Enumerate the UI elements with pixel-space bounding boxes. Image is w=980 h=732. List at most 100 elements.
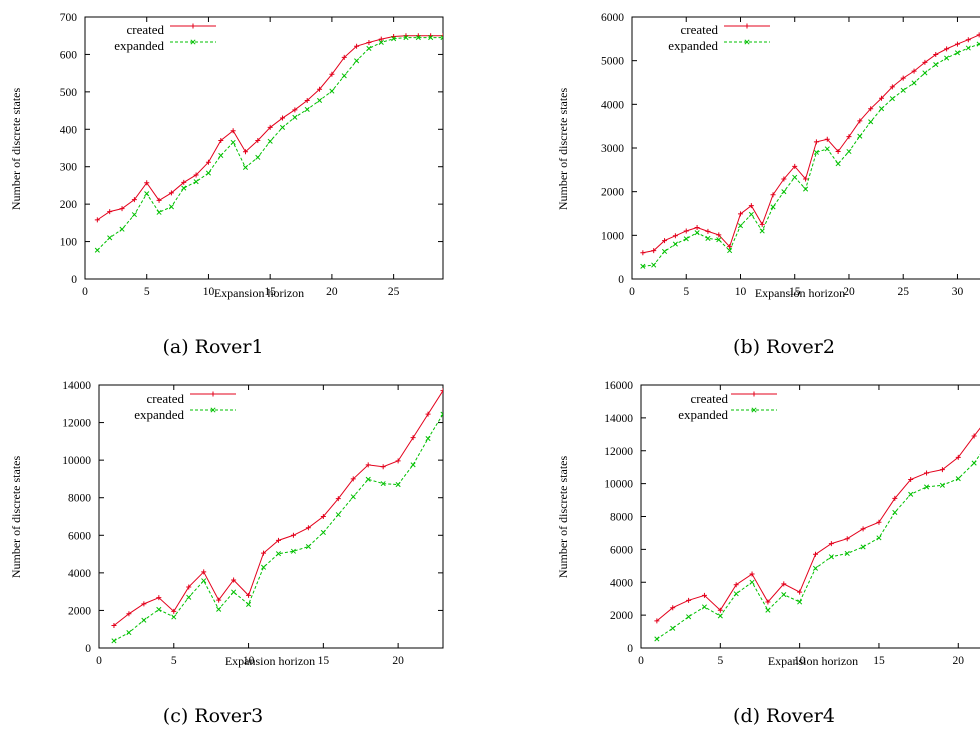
data-point-created <box>686 597 692 603</box>
caption-d: (d) Rover4 <box>733 705 835 727</box>
data-point-expanded <box>792 174 798 180</box>
caption-b: (b) Rover2 <box>733 336 835 358</box>
x-tick-label: 5 <box>717 655 723 667</box>
data-point-created <box>275 537 281 543</box>
plot-area-d: 0 2000 4000 6000 8000 10000 12000 14000 16000 0 5 1… <box>604 380 980 667</box>
data-point-created <box>976 32 980 38</box>
x-tick-label: 5 <box>171 655 177 667</box>
data-point-expanded <box>335 512 341 518</box>
data-point-created <box>824 136 830 142</box>
y-tick-label: 6000 <box>68 530 91 542</box>
data-point-expanded <box>781 189 787 195</box>
data-point-created <box>440 388 443 394</box>
legend-label-expanded-d: expanded <box>678 407 728 422</box>
y-tick-label: 14000 <box>604 413 633 425</box>
legend-label-expanded-b: expanded <box>668 38 718 53</box>
data-point-created <box>378 36 384 42</box>
data-point-created <box>305 525 311 531</box>
data-point-expanded <box>770 204 776 210</box>
data-point-created <box>705 228 711 234</box>
data-point-created <box>971 433 977 439</box>
data-point-created <box>924 470 930 476</box>
data-point-created <box>395 458 401 464</box>
x-tick-label: 25 <box>897 286 909 298</box>
data-point-expanded <box>305 544 311 550</box>
data-point-created <box>876 519 882 525</box>
plot-frame <box>84 16 444 280</box>
y-axis-label-c: Number of discrete states <box>9 456 23 579</box>
data-point-created <box>908 477 914 483</box>
series-line-created <box>656 427 980 622</box>
x-axis-label-c: Expansion horizon <box>225 654 315 668</box>
data-point-expanded <box>230 139 236 145</box>
data-point-expanded <box>144 191 150 197</box>
y-tick-label: 8000 <box>68 493 91 505</box>
y-tick-label: 16000 <box>604 380 633 392</box>
data-point-created <box>670 605 676 611</box>
data-point-created <box>803 176 809 182</box>
y-tick-label: 600 <box>60 49 78 61</box>
series-line-created <box>113 390 443 626</box>
data-point-created <box>156 595 162 601</box>
data-point-created <box>320 514 326 519</box>
data-point-expanded <box>193 179 199 185</box>
data-layer <box>94 33 443 253</box>
data-point-created <box>759 221 765 227</box>
legend-marker-expanded <box>190 39 196 45</box>
data-point-created <box>828 541 834 547</box>
data-point-expanded <box>156 209 162 215</box>
data-point-created <box>944 46 950 52</box>
x-tick-label: 5 <box>144 286 150 298</box>
data-point-expanded <box>727 248 733 254</box>
data-point-created <box>857 118 863 124</box>
data-point-expanded <box>141 617 147 623</box>
panel-d: 0 2000 4000 6000 8000 10000 12000 14000 16000 0 5 1… <box>556 380 980 727</box>
data-point-expanded <box>803 186 809 192</box>
data-point-expanded <box>686 614 692 620</box>
y-tick-label: 14000 <box>62 380 91 392</box>
panel-b: 0 1000 2000 3000 4000 5000 6000 0 5 10 15 20 25 30 Ex… <box>556 12 980 358</box>
data-point-expanded <box>759 228 765 234</box>
data-point-created <box>94 217 100 223</box>
data-point-created <box>892 495 898 501</box>
data-point-expanded <box>889 96 895 102</box>
data-point-created <box>354 43 360 49</box>
data-point-expanded <box>835 161 841 167</box>
data-point-expanded <box>733 591 739 597</box>
data-point-expanded <box>705 235 711 241</box>
data-point-created <box>267 124 273 130</box>
data-point-created <box>733 582 739 588</box>
data-point-expanded <box>672 241 678 247</box>
data-point-expanded <box>341 73 347 79</box>
data-point-created <box>737 211 743 217</box>
data-point-created <box>290 532 296 538</box>
legend-label-created-b: created <box>680 22 718 37</box>
data-point-expanded <box>651 262 657 268</box>
y-tick-label: 12000 <box>62 418 91 430</box>
data-point-created <box>366 39 372 45</box>
data-point-expanded <box>395 482 401 488</box>
data-point-expanded <box>380 481 386 487</box>
data-point-expanded <box>111 638 117 644</box>
data-point-created <box>749 571 755 577</box>
data-point-expanded <box>860 544 866 550</box>
y-tick-label: 5000 <box>601 56 624 68</box>
data-point-created <box>230 128 236 134</box>
data-point-expanded <box>717 613 723 619</box>
data-point-expanded <box>922 70 928 76</box>
data-point-expanded <box>797 599 803 605</box>
x-tick-label: 20 <box>392 655 404 667</box>
legend-label-created-c: created <box>146 391 184 406</box>
data-point-expanded <box>878 106 885 112</box>
data-point-created <box>341 54 347 60</box>
data-point-expanded <box>694 230 700 236</box>
data-point-created <box>813 139 819 145</box>
data-point-expanded <box>378 39 384 46</box>
data-point-expanded <box>748 211 754 217</box>
data-point-created <box>770 192 776 198</box>
data-point-expanded <box>923 484 930 490</box>
legend-marker-created <box>751 391 757 397</box>
x-tick-label: 0 <box>638 655 644 667</box>
data-point-created <box>797 589 803 595</box>
data-point-expanded <box>94 247 100 253</box>
